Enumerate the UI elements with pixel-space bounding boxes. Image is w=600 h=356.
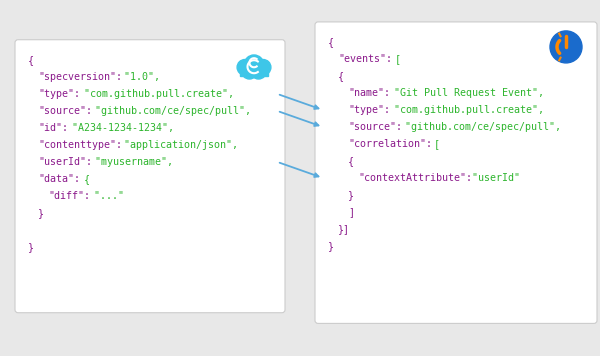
Text: {: { — [78, 174, 90, 184]
Text: "name":: "name": — [348, 88, 390, 98]
Circle shape — [242, 63, 257, 79]
Text: "diff":: "diff": — [48, 191, 90, 201]
Text: {: { — [328, 37, 334, 47]
Text: "...": "..." — [88, 191, 124, 201]
Bar — [240, 67, 268, 77]
Text: }: } — [328, 241, 334, 251]
Text: "userId": "userId" — [466, 173, 520, 183]
FancyBboxPatch shape — [315, 22, 597, 323]
Text: "A234-1234-1234",: "A234-1234-1234", — [67, 123, 175, 133]
Circle shape — [251, 63, 266, 79]
Text: "github.com/ce/spec/pull",: "github.com/ce/spec/pull", — [89, 106, 251, 116]
Text: "1.0",: "1.0", — [118, 72, 160, 82]
Text: {: { — [338, 71, 344, 81]
Text: "type":: "type": — [348, 105, 390, 115]
Circle shape — [237, 59, 253, 75]
Text: "specversion":: "specversion": — [38, 72, 122, 82]
Text: "data":: "data": — [38, 174, 80, 184]
Text: {: { — [28, 55, 34, 65]
Text: "id":: "id": — [38, 123, 68, 133]
Text: "myusername",: "myusername", — [89, 157, 173, 167]
Text: [: [ — [428, 139, 440, 149]
Text: "type":: "type": — [38, 89, 80, 99]
Text: "application/json",: "application/json", — [118, 140, 238, 150]
Text: "contenttype":: "contenttype": — [38, 140, 122, 150]
Text: {: { — [348, 156, 354, 166]
Text: "userId":: "userId": — [38, 157, 92, 167]
Text: [: [ — [389, 54, 401, 64]
Text: "source":: "source": — [348, 122, 402, 132]
Text: }: } — [348, 190, 354, 200]
Text: "correlation":: "correlation": — [348, 139, 432, 149]
Text: }]: }] — [338, 224, 350, 234]
Text: "contextAttribute":: "contextAttribute": — [358, 173, 472, 183]
Circle shape — [244, 55, 264, 74]
Text: "events":: "events": — [338, 54, 392, 64]
FancyBboxPatch shape — [15, 40, 285, 313]
Text: }: } — [38, 208, 44, 218]
Text: "github.com/ce/spec/pull",: "github.com/ce/spec/pull", — [400, 122, 562, 132]
Text: "com.github.pull.create",: "com.github.pull.create", — [388, 105, 544, 115]
Circle shape — [550, 31, 582, 63]
Text: ]: ] — [348, 207, 354, 217]
Text: "source":: "source": — [38, 106, 92, 116]
Circle shape — [256, 59, 271, 75]
Text: "Git Pull Request Event",: "Git Pull Request Event", — [388, 88, 544, 98]
Text: "com.github.pull.create",: "com.github.pull.create", — [78, 89, 234, 99]
Text: }: } — [28, 242, 34, 252]
